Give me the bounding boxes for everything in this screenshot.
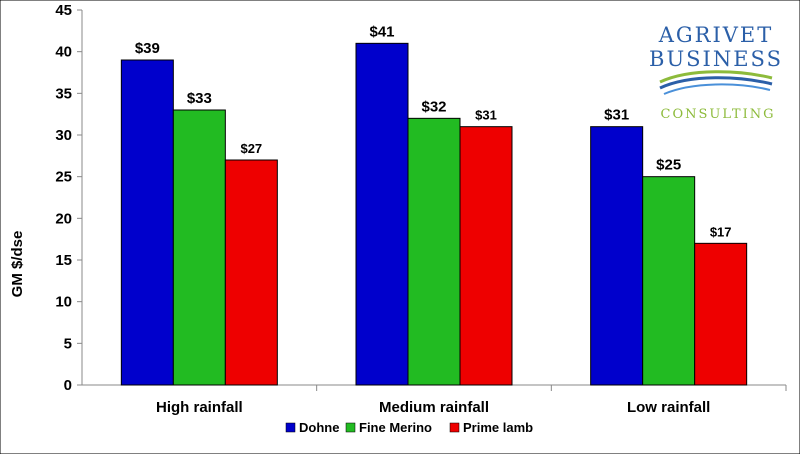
data-label: $33: [187, 90, 212, 107]
legend-label: Fine Merino: [359, 420, 432, 435]
y-tick-label: 20: [55, 210, 72, 227]
agrivet-logo: AGRIVET BUSINESS CONSULTING: [649, 23, 783, 122]
logo-line-2: BUSINESS: [649, 47, 783, 71]
y-axis-label: GM $/dse: [9, 231, 26, 298]
legend-swatch: [285, 422, 296, 433]
data-label: $31: [604, 107, 629, 124]
y-tick-label: 35: [55, 85, 72, 102]
x-tick-label: Medium rainfall: [379, 399, 489, 416]
y-tick-label: 40: [55, 44, 72, 61]
bar: [694, 242, 748, 386]
legend-label: Prime lamb: [463, 420, 533, 435]
data-label: $17: [710, 224, 732, 239]
bars-group: $39 $33 $27 $41 $32 $31 $31 $25 $17: [120, 23, 748, 386]
x-tick-label: High rainfall: [156, 399, 243, 416]
y-tick-label: 0: [64, 377, 72, 394]
logo-line-3: CONSULTING: [661, 107, 776, 122]
legend-swatch: [345, 422, 356, 433]
y-tick-label: 5: [64, 335, 72, 352]
y-tick-label: 30: [55, 127, 72, 144]
y-tick-label: 45: [55, 2, 72, 19]
logo-swoosh-light: [663, 83, 771, 95]
y-tick-label: 25: [55, 169, 72, 186]
data-label: $27: [240, 141, 262, 156]
data-label: $31: [475, 108, 497, 123]
bar: [172, 109, 226, 386]
legend: Dohne Fine Merino Prime lamb: [285, 420, 533, 435]
bar: [459, 126, 513, 386]
x-tick-label: Low rainfall: [627, 399, 710, 416]
bar: [590, 126, 644, 386]
data-label: $41: [369, 23, 394, 40]
logo-swoosh-green: [659, 70, 773, 84]
y-tick-label: 10: [55, 294, 72, 311]
bar: [642, 176, 696, 386]
bar: [224, 159, 278, 386]
bar: [120, 59, 174, 386]
legend-label: Dohne: [299, 420, 339, 435]
legend-swatch: [449, 422, 460, 433]
data-label: $39: [135, 40, 160, 57]
logo-swoosh-blue: [659, 76, 773, 90]
data-label: $32: [421, 98, 446, 115]
y-tick-label: 15: [55, 252, 72, 269]
bar: [355, 42, 409, 386]
bar: [407, 117, 461, 386]
data-label: $25: [656, 157, 681, 174]
logo-line-1: AGRIVET: [658, 23, 774, 47]
